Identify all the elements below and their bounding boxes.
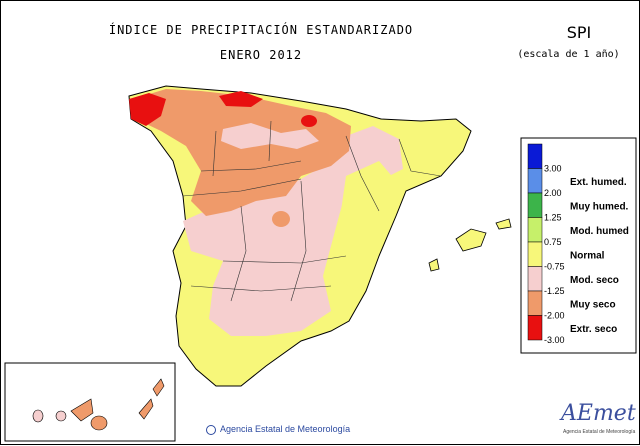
province-borders [182, 120, 442, 302]
canary-island [55, 410, 67, 422]
balearic-menorca [495, 218, 512, 230]
zone-extr-seco-coast [219, 91, 263, 107]
legend-class-label: Mod. humed [570, 226, 629, 237]
legend-class-label: Muy humed. [570, 201, 629, 212]
map-subtitle: ENERO 2012 [219, 48, 303, 62]
legend-swatch [527, 143, 543, 169]
legend-color-bar [527, 143, 543, 341]
footer-credit: Agencia Estatal de Meteorología [206, 424, 350, 435]
canary-island [90, 415, 108, 431]
legend-value: 2.00 [544, 188, 562, 198]
zone-muy-seco-madrid [272, 211, 290, 227]
balearic-mallorca [455, 228, 487, 252]
legend-class-label: Ext. humed. [570, 177, 627, 188]
legend-value: -0.75 [544, 262, 565, 272]
zone-muy-seco [133, 89, 351, 216]
canary-island [32, 409, 44, 423]
legend-value: 1.25 [544, 213, 562, 223]
legend-value: -2.00 [544, 311, 565, 321]
aemet-logo: AEmet [561, 401, 636, 426]
footer-text: Agencia Estatal de Meteorología [220, 424, 351, 434]
legend-swatch [527, 192, 543, 218]
canary-island [138, 398, 154, 420]
legend-swatch [527, 217, 543, 243]
zone-extr-seco-basque [301, 115, 317, 127]
legend-class-label: Mod. seco [570, 275, 619, 286]
legend-class-label: Muy seco [570, 299, 616, 310]
legend-swatch [527, 168, 543, 194]
map-title: ÍNDICE DE PRECIPITACIÓN ESTANDARIZADO [108, 23, 414, 37]
legend-value: 0.75 [544, 237, 562, 247]
legend-swatch [527, 266, 543, 292]
legend-swatch [527, 241, 543, 267]
zone-extr-seco-nw [129, 93, 166, 126]
index-name: SPI [566, 23, 592, 42]
legend: 3.00 2.00 1.25 0.75 -0.75 -1.25 -2.00 -3.00 Ext… [520, 137, 637, 354]
legend-class-label: Normal [570, 250, 605, 261]
legend-classes: Ext. humed. Muy humed. Mod. humed Normal Mod… [570, 177, 629, 335]
legend-swatch [527, 290, 543, 316]
scale-note: (escala de 1 año) [517, 49, 620, 60]
canary-island [152, 378, 165, 397]
balearic-ibiza [428, 258, 440, 272]
zone-normal-east [341, 161, 396, 291]
legend-swatch [527, 315, 543, 341]
legend-value: 3.00 [544, 164, 562, 174]
globe-icon [206, 424, 216, 435]
legend-value: -3.00 [544, 335, 565, 345]
legend-class-label: Extr. seco [570, 324, 617, 335]
legend-value: -1.25 [544, 286, 565, 296]
legend-values: 3.00 2.00 1.25 0.75 -0.75 -1.25 -2.00 -3.00 [544, 164, 565, 346]
canary-island [70, 398, 94, 422]
aemet-logo-subtext: Agencia Estatal de Meteorología [563, 429, 636, 435]
